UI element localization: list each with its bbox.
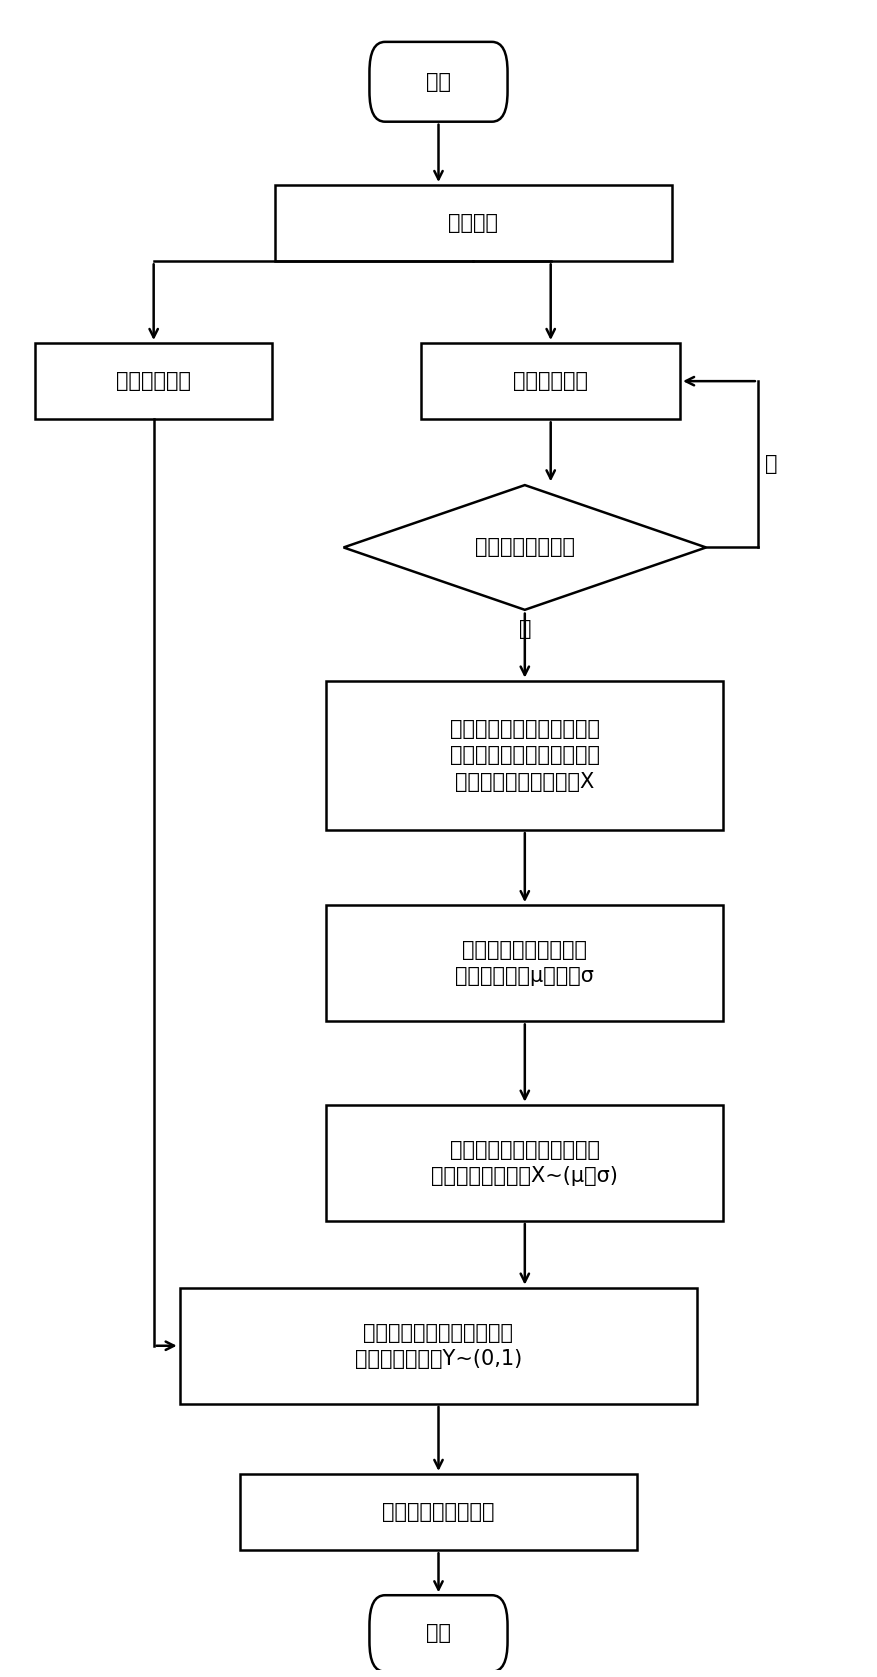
Bar [180, 1288, 697, 1404]
Bar [421, 342, 681, 419]
Text: 根据均値和方差生成各微波
点的正态分布函数X~(μ，σ): 根据均値和方差生成各微波 点的正态分布函数X~(μ，σ) [431, 1140, 618, 1186]
FancyBboxPatch shape [369, 42, 508, 122]
Text: 计算各微波点样本空间
中的样本均値μ和方差σ: 计算各微波点样本空间 中的样本均値μ和方差σ [455, 941, 595, 986]
Text: 否: 否 [765, 454, 777, 475]
Text: 开始: 开始 [426, 72, 451, 92]
Bar [326, 906, 724, 1021]
Text: 各微波点正态分布线性变换
为标准正态分布Y~(0,1): 各微波点正态分布线性变换 为标准正态分布Y~(0,1) [355, 1323, 522, 1368]
Bar [326, 1105, 724, 1221]
Bar [275, 184, 672, 262]
FancyBboxPatch shape [369, 1595, 508, 1672]
Text: 实时数据清洗: 实时数据清洗 [116, 371, 191, 391]
Text: 历史数据清洗: 历史数据清洗 [513, 371, 588, 391]
Text: 读取数据: 读取数据 [448, 213, 498, 233]
Text: 速度或流量异常指数: 速度或流量异常指数 [382, 1503, 495, 1523]
Text: 是: 是 [518, 619, 531, 639]
Text: 结束: 结束 [426, 1623, 451, 1643]
Text: 数据符合正态分布: 数据符合正态分布 [474, 537, 574, 557]
Bar [326, 681, 724, 830]
Text: 分别融合各自微波点近期同
一时间槽或相邻时间槽历史
数据组成新的样本空间X: 分别融合各自微波点近期同 一时间槽或相邻时间槽历史 数据组成新的样本空间X [450, 719, 600, 792]
Bar [35, 342, 273, 419]
Polygon shape [344, 485, 706, 610]
Bar [240, 1474, 637, 1550]
